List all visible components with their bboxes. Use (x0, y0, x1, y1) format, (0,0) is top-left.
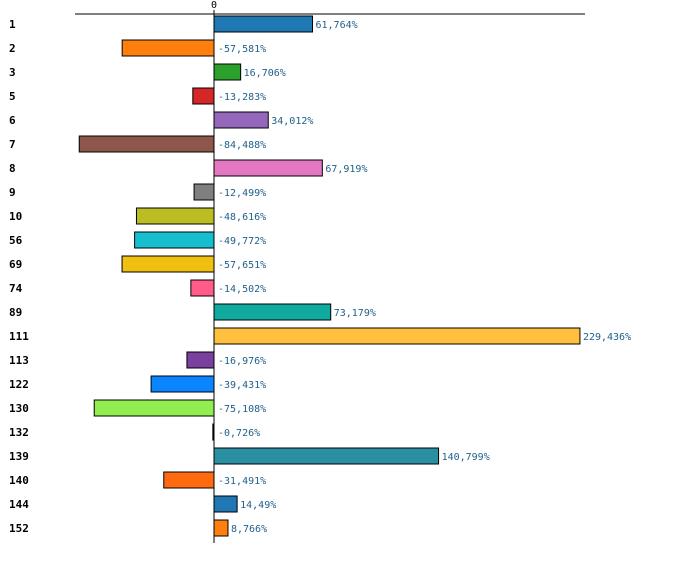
bar-10 (135, 207, 215, 225)
category-label-152: 152 (9, 522, 29, 535)
category-label-2: 2 (9, 42, 16, 55)
value-label-132: -0,726% (218, 428, 260, 439)
value-label-89: 73,179% (334, 308, 376, 319)
category-label-3: 3 (9, 66, 16, 79)
category-label-89: 89 (9, 306, 22, 319)
category-label-9: 9 (9, 186, 16, 199)
value-label-144: 14,49% (240, 500, 276, 511)
value-label-113: -16,976% (218, 356, 266, 367)
bar-7 (78, 135, 215, 153)
bar-9 (193, 183, 215, 201)
bar-130 (93, 399, 215, 417)
value-label-130: -75,108% (218, 404, 266, 415)
value-label-3: 16,706% (244, 68, 286, 79)
category-label-139: 139 (9, 450, 29, 463)
bar-69 (121, 255, 215, 273)
value-label-122: -39,431% (218, 380, 266, 391)
value-label-9: -12,499% (218, 188, 266, 199)
category-label-69: 69 (9, 258, 22, 271)
category-label-140: 140 (9, 474, 29, 487)
bar-144 (213, 495, 238, 513)
value-label-1: 61,764% (316, 20, 358, 31)
value-label-152: 8,766% (231, 524, 267, 535)
category-label-6: 6 (9, 114, 16, 127)
value-label-8: 67,919% (325, 164, 367, 175)
bar-122 (150, 375, 215, 393)
category-label-10: 10 (9, 210, 22, 223)
tick-label-zero: 0 (211, 0, 217, 11)
category-label-122: 122 (9, 378, 29, 391)
bar-8 (213, 159, 323, 177)
bar-5 (192, 87, 215, 105)
category-label-56: 56 (9, 234, 23, 247)
value-label-6: 34,012% (271, 116, 313, 127)
bar-2 (121, 39, 215, 57)
category-label-130: 130 (9, 402, 29, 415)
category-label-1: 1 (9, 18, 16, 31)
value-label-2: -57,581% (218, 44, 266, 55)
category-label-144: 144 (9, 498, 29, 511)
category-label-7: 7 (9, 138, 16, 151)
bar-140 (163, 471, 215, 489)
bar-56 (134, 231, 215, 249)
bar-74 (190, 279, 215, 297)
bar-139 (213, 447, 440, 465)
category-label-74: 74 (9, 282, 23, 295)
value-label-56: -49,772% (218, 236, 266, 247)
value-label-74: -14,502% (218, 284, 266, 295)
bar-3 (213, 63, 242, 81)
bar-89 (213, 303, 332, 321)
value-label-111: 229,436% (583, 332, 631, 343)
bar-1 (213, 15, 314, 33)
category-label-8: 8 (9, 162, 16, 175)
bar-111 (213, 327, 581, 345)
category-label-113: 113 (9, 354, 29, 367)
value-label-69: -57,651% (218, 260, 266, 271)
category-label-5: 5 (9, 90, 16, 103)
bar-113 (186, 351, 215, 369)
value-label-140: -31,491% (218, 476, 266, 487)
bar-6 (213, 111, 269, 129)
value-label-7: -84,488% (218, 140, 266, 151)
category-label-111: 111 (9, 330, 29, 343)
category-label-132: 132 (9, 426, 29, 439)
value-label-10: -48,616% (218, 212, 266, 223)
bar-152 (213, 519, 229, 537)
value-label-5: -13,283% (218, 92, 266, 103)
value-label-139: 140,799% (442, 452, 490, 463)
